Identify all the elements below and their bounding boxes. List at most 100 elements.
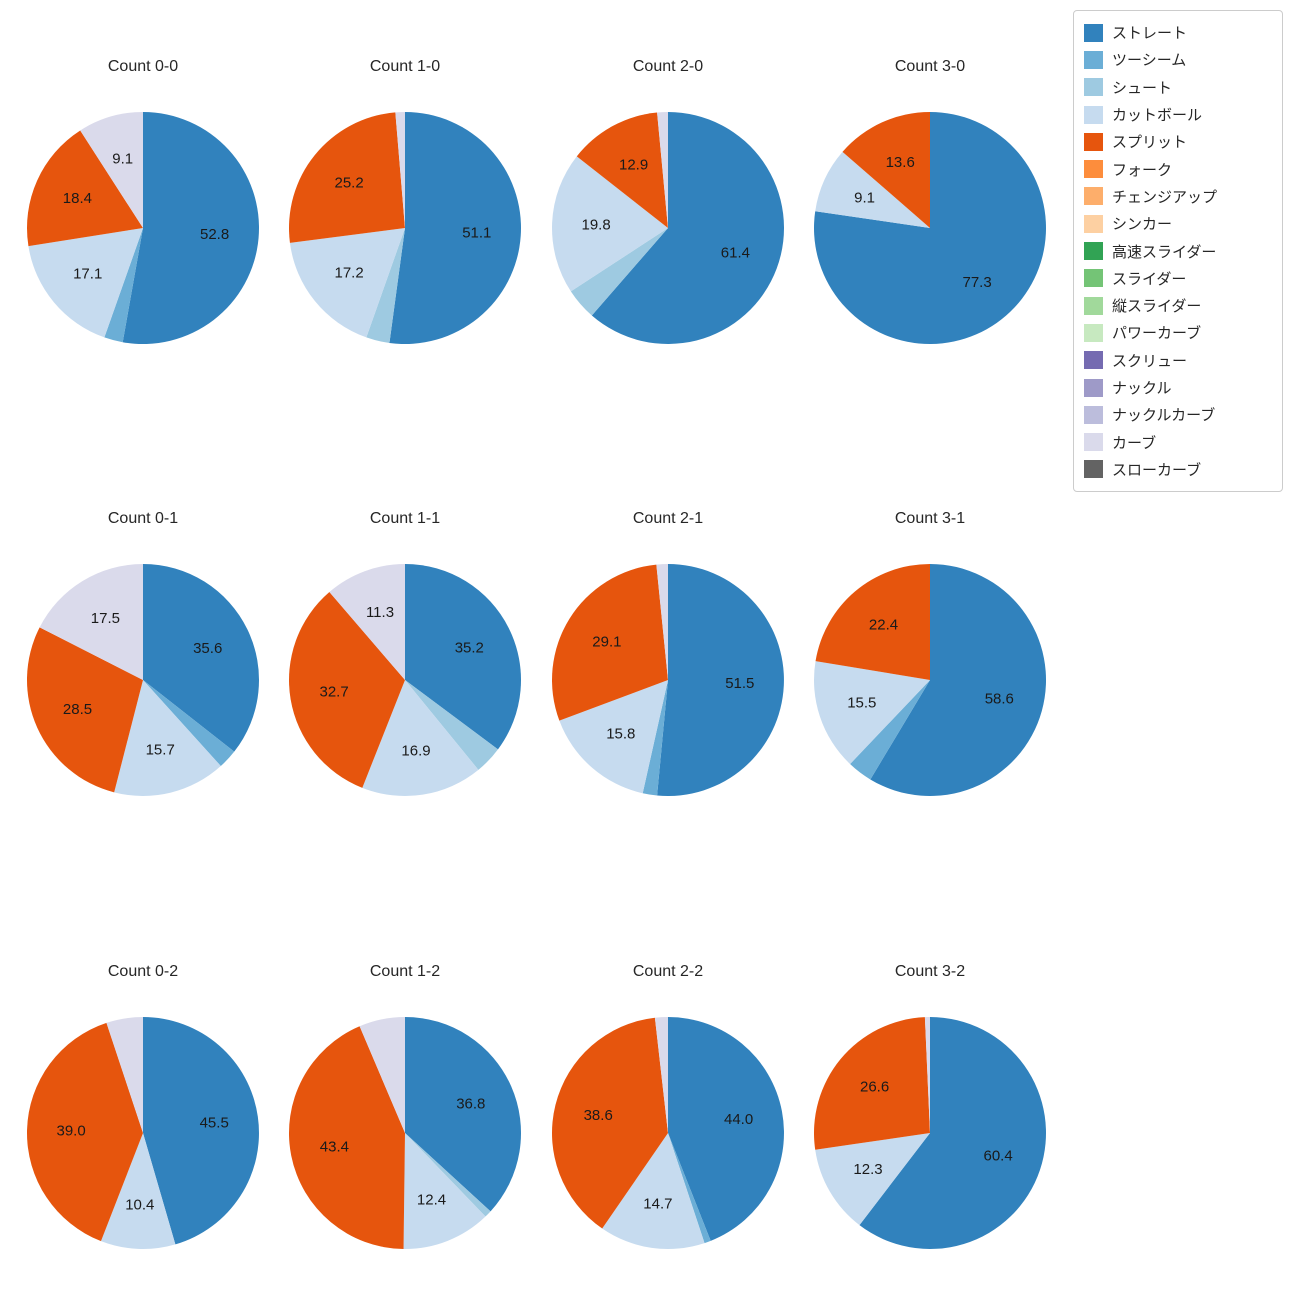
- pie-percent-label: 19.8: [581, 216, 610, 233]
- pie-slice: [329, 564, 405, 680]
- pie-chart-count-2-0: Count 2-0 61.4 19.8 12.9: [537, 52, 799, 362]
- legend-label: フォーク: [1112, 161, 1173, 179]
- pie-percent-label: 45.5: [200, 1114, 229, 1131]
- legend-item: シュート: [1084, 74, 1272, 101]
- legend-item: 高速スライダー: [1084, 237, 1272, 264]
- pie-percent-label: 60.4: [983, 1148, 1012, 1165]
- legend: ストレート ツーシーム シュート カットボール スプリット フォーク チェンジアップ シンカー…: [1073, 10, 1283, 493]
- pie-svg: 58.6 15.5 22.4: [813, 564, 1047, 796]
- chart-title: Count 1-1: [369, 510, 441, 527]
- pie-percent-label: 17.2: [334, 265, 363, 282]
- legend-label: パワーカーブ: [1112, 325, 1202, 343]
- pie-slice: [100, 1133, 176, 1249]
- pie-percent-label: 11.3: [366, 604, 394, 621]
- pie-percent-label: 9.1: [112, 151, 133, 168]
- pie-chart-count-3-1: Count 3-1 58.6 15.5 22.4: [799, 504, 1061, 814]
- pie-percent-label: 16.9: [401, 743, 430, 760]
- pie-chart-count-1-0: Count 1-0 51.1 17.2 25.2: [274, 52, 536, 362]
- pie-chart-count-1-1: Count 1-1 35.2 16.9 32.7 11.3: [274, 504, 536, 814]
- pie-slice: [814, 112, 1047, 344]
- pie-slice: [602, 1133, 705, 1250]
- pie-percent-label: 52.8: [200, 226, 229, 243]
- pie-slice: [389, 112, 522, 344]
- pie-slice: [28, 228, 143, 338]
- legend-swatch: [1084, 433, 1103, 452]
- pie-percent-label: 15.8: [606, 726, 635, 743]
- pie-slice: [642, 680, 668, 796]
- pie-slice: [143, 680, 235, 767]
- pie-svg: 52.8 17.1 18.4 9.1: [27, 112, 259, 344]
- pie-slice: [552, 564, 668, 721]
- chart-title: Count 2-2: [632, 963, 704, 980]
- pie-chart-count-0-0: Count 0-0 52.8 17.1 18.4 9.1: [12, 52, 274, 362]
- pie-slice: [559, 680, 668, 794]
- pie-chart-count-3-0: Count 3-0 77.3 9.1 13.6: [799, 52, 1061, 362]
- legend-swatch: [1084, 50, 1103, 69]
- pie-svg: 51.1 17.2 25.2: [288, 111, 522, 344]
- pie-slice: [405, 564, 522, 750]
- pie-chart-count-2-1: Count 2-1 51.5 15.8 29.1: [537, 504, 799, 814]
- pie-percent-label: 36.8: [456, 1096, 485, 1113]
- legend-label: スライダー: [1112, 270, 1187, 288]
- chart-title: Count 3-0: [894, 58, 966, 75]
- pie-slice: [366, 228, 405, 343]
- pie-slice: [288, 112, 405, 243]
- legend-swatch: [1084, 378, 1103, 397]
- legend-item: スプリット: [1084, 128, 1272, 155]
- pie-slice: [27, 130, 144, 247]
- legend-item: スローカーブ: [1084, 456, 1272, 483]
- pie-slice: [395, 111, 405, 228]
- legend-swatch: [1084, 269, 1103, 288]
- pie-svg: 60.4 12.3 26.6: [813, 1017, 1047, 1249]
- pie-slice: [39, 564, 143, 680]
- pie-slice: [403, 1133, 486, 1249]
- pie-slice: [813, 1017, 930, 1150]
- pie-slice: [552, 156, 668, 292]
- pie-slice: [104, 228, 143, 343]
- pie-chart-count-3-2: Count 3-2 60.4 12.3 26.6: [799, 957, 1061, 1267]
- pie-percent-label: 35.2: [455, 639, 484, 656]
- legend-item: チェンジアップ: [1084, 183, 1272, 210]
- pie-svg: 44.0 14.7 38.6: [552, 1017, 784, 1250]
- pie-chart-count-2-2: Count 2-2 44.0 14.7 38.6: [537, 957, 799, 1267]
- pie-percent-label: 58.6: [985, 691, 1014, 708]
- pie-percent-label: 14.7: [643, 1196, 672, 1213]
- pie-slice: [654, 1017, 668, 1133]
- legend-label: スクリュー: [1112, 352, 1188, 370]
- legend-swatch: [1084, 242, 1103, 261]
- pie-slice: [122, 112, 259, 344]
- legend-label: シュート: [1112, 79, 1173, 97]
- pie-percent-label: 51.5: [725, 675, 754, 692]
- pie-slice: [359, 1017, 405, 1133]
- legend-label: ナックルカーブ: [1112, 407, 1216, 425]
- pie-svg: 77.3 9.1 13.6: [814, 112, 1047, 344]
- pie-percent-label: 15.7: [146, 741, 175, 758]
- legend-label: ツーシーム: [1112, 52, 1187, 70]
- pie-percent-label: 10.4: [125, 1196, 154, 1213]
- pie-chart-count-0-1: Count 0-1 35.6 15.7 28.5 17.5: [12, 504, 274, 814]
- chart-title: Count 2-0: [632, 58, 704, 75]
- pie-percent-label: 44.0: [724, 1111, 753, 1128]
- legend-swatch: [1084, 105, 1103, 124]
- legend-label: ナックル: [1112, 380, 1172, 397]
- legend-item: ツーシーム: [1084, 46, 1272, 73]
- legend-swatch: [1084, 160, 1103, 179]
- legend-item: 縦スライダー: [1084, 292, 1272, 319]
- pie-slice: [668, 1133, 711, 1244]
- pie-percent-label: 12.9: [619, 156, 648, 173]
- pie-chart-count-0-2: Count 0-2 45.5 10.4 39.0: [12, 957, 274, 1267]
- pie-slice: [850, 680, 930, 780]
- pie-svg: 35.6 15.7 28.5 17.5: [26, 564, 259, 797]
- pie-svg: 36.8 12.4 43.4: [288, 1017, 521, 1249]
- legend-label: ストレート: [1112, 25, 1188, 43]
- legend-label: 縦スライダー: [1112, 298, 1202, 316]
- chart-title: Count 0-2: [107, 963, 179, 980]
- legend-item: ナックル: [1084, 374, 1272, 401]
- pie-percent-label: 61.4: [721, 245, 750, 262]
- pie-slice: [289, 592, 405, 788]
- pie-chart-count-1-2: Count 1-2 36.8 12.4 43.4: [274, 957, 536, 1267]
- pie-slice: [26, 627, 143, 793]
- pie-percent-label: 25.2: [334, 174, 363, 191]
- legend-swatch: [1084, 187, 1103, 206]
- legend-item: スクリュー: [1084, 347, 1272, 374]
